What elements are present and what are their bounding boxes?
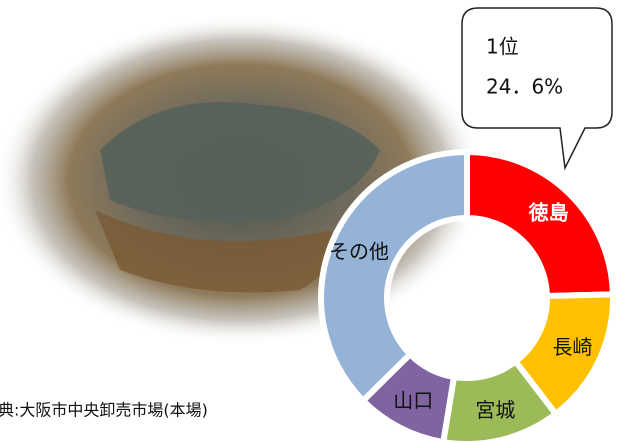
source: 典:大阪市中央卸売市場(本場) xyxy=(0,401,208,420)
slice xyxy=(440,357,560,442)
callout: 1位 24．6% xyxy=(461,7,613,171)
value-label: 24．6% xyxy=(486,75,563,99)
slice-label: その他 xyxy=(329,239,389,263)
slice xyxy=(318,148,470,405)
slice-label: 宮城 xyxy=(475,398,515,422)
slice xyxy=(464,148,617,300)
slice-label: 山口 xyxy=(393,388,433,412)
annotation: 1位 xyxy=(486,35,519,59)
slice-label: 徳島 xyxy=(528,201,569,225)
slice-label: 長崎 xyxy=(553,335,593,359)
